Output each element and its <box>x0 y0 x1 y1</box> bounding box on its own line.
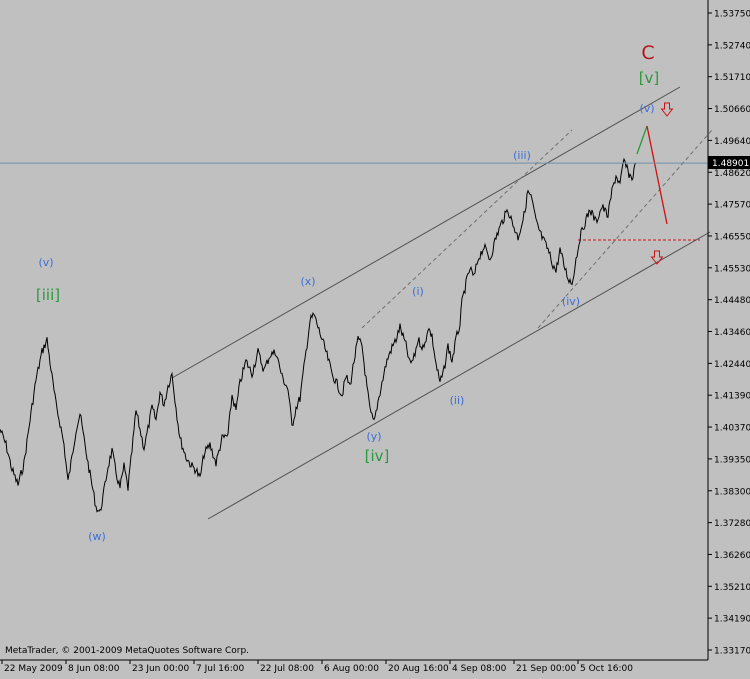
price-tick-label: 1.39350 <box>714 455 750 465</box>
projection-down-line <box>646 125 668 225</box>
price-tick-label: 1.47570 <box>714 201 750 211</box>
wave-label: (v) <box>639 102 654 115</box>
price-tick-label: 1.48620 <box>714 169 750 179</box>
price-tick-label: 1.42440 <box>714 360 750 370</box>
price-tick-label: 1.36260 <box>714 551 750 561</box>
wave-label: (y) <box>366 430 381 443</box>
price-tick-label: 1.45530 <box>714 264 750 274</box>
down-arrow-icon <box>650 250 664 265</box>
time-tick-label: 4 Sep 08:00 <box>452 664 507 674</box>
wave-label: (ii) <box>450 394 465 407</box>
time-tick-label: 21 Sep 00:00 <box>516 664 576 674</box>
price-series <box>0 157 637 513</box>
time-tick-label: 23 Jun 00:00 <box>132 664 189 674</box>
price-tick-label: 1.34190 <box>714 615 750 625</box>
time-axis: 22 May 2009 8 Jun 08:00 23 Jun 00:00 7 Jul … <box>1 660 633 674</box>
wave-label: [iv] <box>365 447 390 465</box>
price-tick-label: 1.41390 <box>714 392 750 402</box>
time-tick-label: 8 Jun 08:00 <box>68 664 120 674</box>
price-tick-label: 1.44480 <box>714 296 750 306</box>
wave-label: [v] <box>639 69 660 87</box>
time-tick-label: 7 Jul 16:00 <box>196 664 245 674</box>
price-tick-label: 1.46550 <box>714 232 750 242</box>
wave-label: (iii) <box>513 149 531 162</box>
price-tick-label: 1.50660 <box>714 105 750 115</box>
wave-label: (w) <box>88 530 106 543</box>
price-tick-label: 1.53750 <box>714 10 750 20</box>
wave-label: [iii] <box>36 286 60 304</box>
channel-upper-line <box>171 86 681 379</box>
price-tick-label: 1.51710 <box>714 73 750 83</box>
time-tick-label: 5 Oct 16:00 <box>580 664 633 674</box>
time-tick-label: 20 Aug 16:00 <box>388 664 449 674</box>
wave-v-green-line <box>636 125 648 155</box>
price-tick-label: 1.52740 <box>714 41 750 51</box>
price-tick-label: 1.37280 <box>714 519 750 529</box>
wave-label: (i) <box>412 285 424 298</box>
price-tick-label: 1.35210 <box>714 583 750 593</box>
price-tick-label: 1.38300 <box>714 487 750 497</box>
wave-label: C <box>641 42 654 64</box>
time-tick-label: 22 May 2009 <box>4 664 63 674</box>
wave-label: (iv) <box>562 295 580 308</box>
price-tick-label: 1.43460 <box>714 328 750 338</box>
price-tick-label: 1.49640 <box>714 137 750 147</box>
current-price-label: 1.48901 <box>712 159 749 169</box>
price-tick-label: 1.33170 <box>714 647 750 657</box>
channel-lower-line <box>207 231 711 520</box>
current-price-tag <box>708 156 750 169</box>
price-axis: 1.53750 1.52740 1.51710 1.50660 1.49640 1.486… <box>708 10 750 657</box>
wave-label: (x) <box>300 275 315 288</box>
down-arrow-icon <box>660 102 674 117</box>
time-tick-label: 6 Aug 00:00 <box>324 664 379 674</box>
wave-label-layer: [iii] (v) (w) (x) (y) [iv] (i) (ii) (iii) (iv) (v)… <box>36 42 659 543</box>
wave-label: (v) <box>38 256 53 269</box>
watermark-text: MetaTrader, © 2001-2009 MetaQuotes Softw… <box>5 646 249 656</box>
time-tick-label: 22 Jul 08:00 <box>260 664 314 674</box>
price-tick-label: 1.40370 <box>714 424 750 434</box>
price-line <box>0 157 637 513</box>
